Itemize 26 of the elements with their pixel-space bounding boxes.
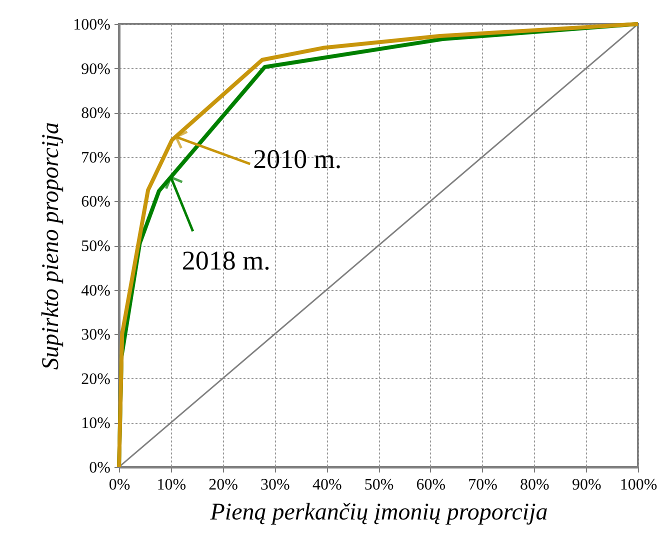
x-tick-label: 30% bbox=[260, 476, 290, 494]
y-tick-label: 80% bbox=[81, 105, 110, 122]
x-tick-label: 60% bbox=[416, 476, 446, 494]
y-tick-label: 50% bbox=[81, 238, 110, 255]
x-tick-label: 10% bbox=[156, 476, 186, 494]
x-tick-label: 20% bbox=[208, 476, 238, 494]
x-tick-label: 90% bbox=[572, 476, 602, 494]
y-tick-label: 60% bbox=[81, 194, 110, 211]
y-tick-label: 0% bbox=[89, 460, 110, 476]
x-tick-label: 100% bbox=[620, 476, 658, 494]
x-tick-label: 80% bbox=[520, 476, 550, 494]
annotation: 2018 m. bbox=[182, 245, 270, 276]
y-axis-title: Supirkto pieno proporcija bbox=[38, 122, 64, 370]
y-tick-label: 20% bbox=[81, 370, 110, 388]
y-tick-label: 100% bbox=[73, 16, 110, 34]
annotation: 2010 m. bbox=[253, 144, 342, 174]
y-tick-label: 40% bbox=[81, 282, 110, 300]
x-tick-label: 70% bbox=[468, 476, 498, 494]
y-tick-label: 90% bbox=[81, 60, 110, 78]
x-axis-title: Pieną perkančių įmonių proporcija bbox=[209, 500, 548, 526]
x-tick-label: 40% bbox=[312, 476, 342, 494]
y-tick-label: 30% bbox=[81, 326, 110, 344]
x-tick-label: 0% bbox=[108, 476, 130, 494]
x-tick-label: 50% bbox=[364, 476, 394, 494]
y-tick-label: 10% bbox=[81, 415, 110, 432]
y-tick-label: 70% bbox=[81, 149, 110, 166]
